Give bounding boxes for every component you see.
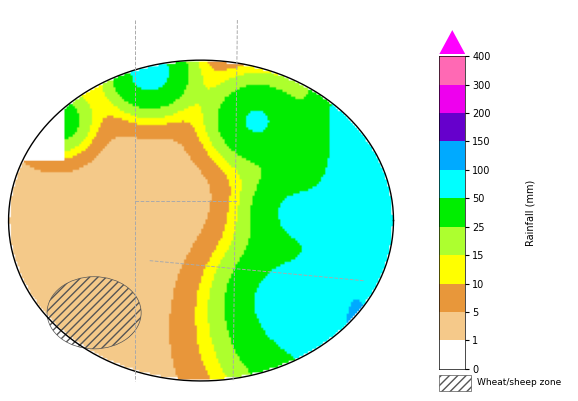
Bar — [439, 198, 465, 227]
Bar — [439, 142, 465, 170]
Bar — [439, 113, 465, 142]
Polygon shape — [439, 30, 465, 54]
Y-axis label: Rainfall (mm): Rainfall (mm) — [525, 179, 535, 246]
Bar — [439, 56, 465, 85]
Bar — [439, 284, 465, 312]
Bar — [439, 170, 465, 198]
Bar — [439, 375, 471, 391]
Bar — [439, 227, 465, 255]
Bar — [439, 340, 465, 369]
Bar — [439, 312, 465, 340]
Text: Wheat/sheep zone: Wheat/sheep zone — [477, 379, 562, 387]
Bar — [439, 255, 465, 284]
Bar — [439, 85, 465, 113]
